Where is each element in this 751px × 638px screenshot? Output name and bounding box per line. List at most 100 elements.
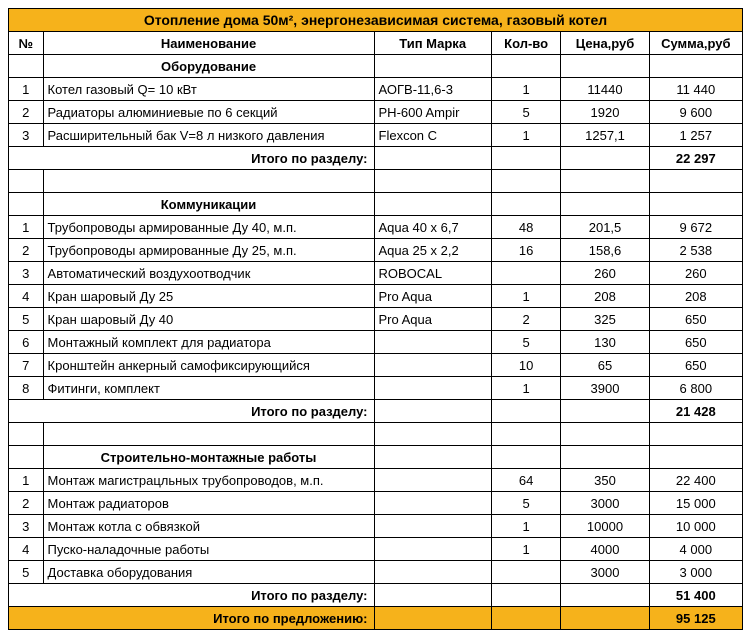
cell-name: Кронштейн анкерный самофиксирующийся xyxy=(43,354,374,377)
table-row: 2Радиаторы алюминиевые по 6 секцийPH-600… xyxy=(9,101,743,124)
empty-cell xyxy=(649,446,742,469)
empty-cell xyxy=(9,446,44,469)
subtotal-row: Итого по разделу: 21 428 xyxy=(9,400,743,423)
cell-type: ROBOCAL xyxy=(374,262,491,285)
cell-num: 5 xyxy=(9,561,44,584)
cell-price: 11440 xyxy=(561,78,649,101)
subtotal-label: Итого по разделу: xyxy=(9,147,375,170)
cell-qty: 2 xyxy=(491,308,561,331)
cell-qty: 1 xyxy=(491,538,561,561)
header-type: Тип Марка xyxy=(374,32,491,55)
cell-price: 260 xyxy=(561,262,649,285)
table-row: 4Пуско-наладочные работы140004 000 xyxy=(9,538,743,561)
section-heading: Коммуникации xyxy=(43,193,374,216)
empty-cell xyxy=(9,423,44,446)
subtotal-value: 22 297 xyxy=(649,147,742,170)
empty-cell xyxy=(43,170,374,193)
cell-name: Радиаторы алюминиевые по 6 секций xyxy=(43,101,374,124)
cell-type xyxy=(374,492,491,515)
cell-price: 201,5 xyxy=(561,216,649,239)
cell-name: Фитинги, комплект xyxy=(43,377,374,400)
cell-name: Кран шаровый Ду 40 xyxy=(43,308,374,331)
empty-cell xyxy=(374,446,491,469)
cell-num: 3 xyxy=(9,262,44,285)
table-row: 3Расширительный бак V=8 л низкого давлен… xyxy=(9,124,743,147)
header-sum: Сумма,руб xyxy=(649,32,742,55)
cell-sum: 9 600 xyxy=(649,101,742,124)
subtotal-row: Итого по разделу:51 400 xyxy=(9,584,743,607)
cell-qty: 10 xyxy=(491,354,561,377)
cell-sum: 1 257 xyxy=(649,124,742,147)
cell-name: Пуско-наладочные работы xyxy=(43,538,374,561)
cell-type xyxy=(374,377,491,400)
empty-cell xyxy=(649,55,742,78)
subtotal-row: Итого по разделу: 22 297 xyxy=(9,147,743,170)
cell-sum: 15 000 xyxy=(649,492,742,515)
cell-sum: 208 xyxy=(649,285,742,308)
cell-type: Pro Aqua xyxy=(374,308,491,331)
empty-cell xyxy=(491,147,561,170)
cell-num: 4 xyxy=(9,538,44,561)
section-heading-row: Строительно-монтажные работы xyxy=(9,446,743,469)
cell-type xyxy=(374,331,491,354)
cell-name: Котел газовый Q= 10 кВт xyxy=(43,78,374,101)
table-row: 6Монтажный комплект для радиатора5130650 xyxy=(9,331,743,354)
subtotal-value: 51 400 xyxy=(649,584,742,607)
empty-cell xyxy=(561,423,649,446)
cell-price: 3000 xyxy=(561,561,649,584)
section-heading: Оборудование xyxy=(43,55,374,78)
cell-price: 4000 xyxy=(561,538,649,561)
header-qty: Кол-во xyxy=(491,32,561,55)
empty-cell xyxy=(9,193,44,216)
table-row: 1Трубопроводы армированные Ду 40, м.п.Aq… xyxy=(9,216,743,239)
empty-cell xyxy=(491,584,561,607)
estimate-table: Отопление дома 50м², энергонезависимая с… xyxy=(8,8,743,630)
cell-price: 1920 xyxy=(561,101,649,124)
empty-cell xyxy=(649,423,742,446)
cell-name: Трубопроводы армированные Ду 25, м.п. xyxy=(43,239,374,262)
section-heading-row: Коммуникации xyxy=(9,193,743,216)
empty-cell xyxy=(561,607,649,630)
cell-name: Расширительный бак V=8 л низкого давлени… xyxy=(43,124,374,147)
subtotal-value: 21 428 xyxy=(649,400,742,423)
cell-type xyxy=(374,538,491,561)
empty-cell xyxy=(9,55,44,78)
cell-type xyxy=(374,354,491,377)
cell-type: Pro Aqua xyxy=(374,285,491,308)
empty-cell xyxy=(649,170,742,193)
cell-num: 2 xyxy=(9,239,44,262)
cell-qty: 5 xyxy=(491,331,561,354)
blank-row xyxy=(9,170,743,193)
cell-num: 1 xyxy=(9,216,44,239)
cell-price: 65 xyxy=(561,354,649,377)
empty-cell xyxy=(649,193,742,216)
empty-cell xyxy=(561,147,649,170)
subtotal-label: Итого по разделу: xyxy=(9,400,375,423)
cell-sum: 2 538 xyxy=(649,239,742,262)
cell-price: 3000 xyxy=(561,492,649,515)
cell-name: Автоматический воздухоотводчик xyxy=(43,262,374,285)
grandtotal-label: Итого по предложению: xyxy=(9,607,375,630)
cell-sum: 6 800 xyxy=(649,377,742,400)
empty-cell xyxy=(561,584,649,607)
cell-price: 350 xyxy=(561,469,649,492)
cell-num: 3 xyxy=(9,124,44,147)
cell-qty: 64 xyxy=(491,469,561,492)
cell-qty xyxy=(491,262,561,285)
table-row: 3Автоматический воздухоотводчикROBOCAL 26… xyxy=(9,262,743,285)
table-row: 8Фитинги, комплект139006 800 xyxy=(9,377,743,400)
cell-price: 1257,1 xyxy=(561,124,649,147)
cell-qty: 5 xyxy=(491,492,561,515)
empty-cell xyxy=(491,400,561,423)
cell-num: 3 xyxy=(9,515,44,538)
cell-type: Aqua 25 x 2,2 xyxy=(374,239,491,262)
grandtotal-value: 95 125 xyxy=(649,607,742,630)
cell-num: 1 xyxy=(9,78,44,101)
cell-price: 130 xyxy=(561,331,649,354)
page-title: Отопление дома 50м², энергонезависимая с… xyxy=(9,9,743,32)
empty-cell xyxy=(561,446,649,469)
empty-cell xyxy=(374,584,491,607)
cell-name: Монтаж магистрацльных трубопроводов, м.п… xyxy=(43,469,374,492)
cell-qty: 5 xyxy=(491,101,561,124)
grandtotal-row: Итого по предложению: 95 125 xyxy=(9,607,743,630)
